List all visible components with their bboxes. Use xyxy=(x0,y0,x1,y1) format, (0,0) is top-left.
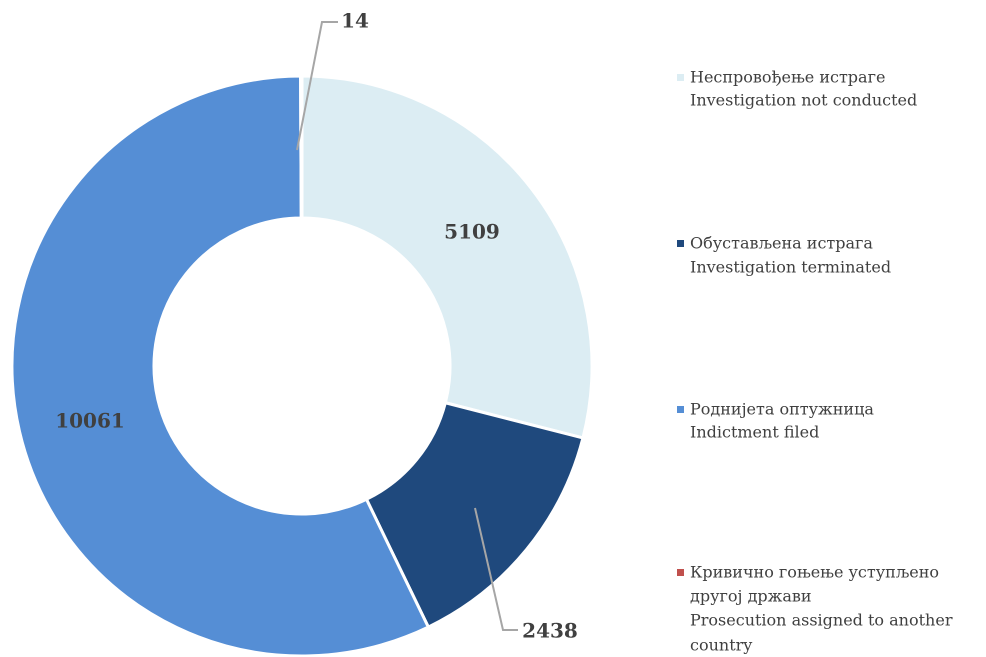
legend-label: Обустављена истрага xyxy=(690,234,873,253)
legend-swatch xyxy=(677,406,684,413)
data-label: 5109 xyxy=(444,220,500,244)
legend-swatch xyxy=(677,240,684,247)
legend-label: Investigation terminated xyxy=(690,258,891,277)
legend-label: Роднијета оптужница xyxy=(690,400,874,419)
legend-label: Indictment filed xyxy=(690,423,819,442)
donut-slice xyxy=(300,74,594,440)
legend-swatch xyxy=(677,569,684,576)
leader-line xyxy=(474,507,518,631)
data-label: 10061 xyxy=(55,409,125,433)
legend-label: другој држави xyxy=(690,587,812,606)
legend-label: Investigation not conducted xyxy=(690,91,917,110)
legend-swatch xyxy=(677,74,684,81)
donut-slice xyxy=(299,74,304,220)
legend-label: Prosecution assigned to another xyxy=(690,611,953,630)
data-label: 14 xyxy=(341,9,369,33)
legend-label: country xyxy=(690,636,752,655)
legend-label: Кривично гоњење уступљено xyxy=(690,563,939,582)
donut-slice xyxy=(364,400,585,630)
legend-label: Неспровођење истраге xyxy=(690,68,885,87)
donut-slice xyxy=(10,74,431,657)
data-label: 2438 xyxy=(522,619,578,643)
leader-line xyxy=(296,21,338,151)
